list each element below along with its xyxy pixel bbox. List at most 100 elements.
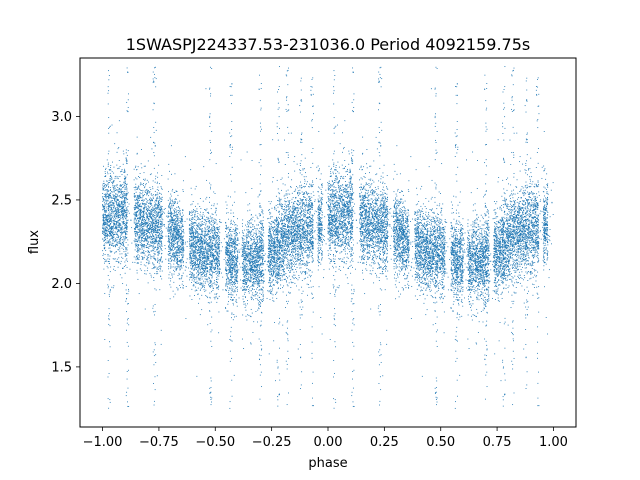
data-point [529, 231, 531, 233]
data-point [205, 221, 207, 223]
data-point [237, 272, 239, 274]
data-point [462, 240, 464, 241]
data-point [345, 238, 347, 240]
data-point [494, 277, 496, 279]
data-point [348, 244, 350, 246]
data-point [366, 193, 368, 195]
data-point [416, 243, 418, 245]
data-point [350, 234, 352, 235]
data-point [286, 218, 288, 220]
data-point [134, 233, 136, 235]
data-point [317, 198, 319, 200]
data-point [247, 264, 249, 266]
data-point [156, 197, 158, 199]
data-point [212, 232, 214, 234]
data-point [410, 269, 412, 271]
data-point [302, 239, 304, 241]
data-point [137, 246, 139, 248]
data-point [426, 273, 428, 275]
data-point [359, 207, 361, 209]
data-point [214, 259, 216, 261]
data-point [121, 232, 123, 234]
data-point [294, 237, 295, 239]
data-point [198, 266, 200, 268]
data-point [533, 223, 534, 225]
data-point [231, 299, 233, 300]
data-point [271, 263, 273, 264]
data-point [401, 262, 403, 264]
data-point [202, 282, 204, 284]
data-point [145, 233, 147, 234]
data-point [427, 258, 429, 260]
data-point [191, 254, 193, 256]
data-point [488, 287, 490, 289]
data-point [502, 204, 504, 205]
data-point [273, 252, 275, 254]
data-point [479, 260, 481, 262]
data-point [329, 208, 331, 210]
data-point [300, 243, 302, 245]
data-point [190, 244, 192, 246]
data-point [418, 265, 420, 267]
data-point [349, 190, 351, 192]
data-point [200, 239, 202, 241]
data-point [330, 242, 332, 244]
data-point [494, 353, 496, 355]
data-point [417, 273, 419, 275]
data-point [203, 289, 205, 291]
data-point [493, 236, 495, 238]
data-point [345, 245, 347, 247]
data-point [301, 229, 303, 231]
data-point [363, 186, 365, 188]
data-point [280, 205, 282, 207]
data-point [522, 233, 524, 235]
data-point [495, 245, 497, 247]
data-point [469, 268, 471, 270]
data-point [190, 273, 192, 275]
data-point [171, 260, 172, 262]
data-point [119, 201, 120, 203]
data-point [364, 213, 366, 215]
data-point [428, 166, 430, 168]
data-point [138, 209, 140, 211]
data-point [481, 272, 483, 274]
data-point [421, 227, 423, 229]
data-point [114, 241, 116, 243]
data-point [152, 225, 153, 227]
data-point [125, 250, 127, 252]
data-point [138, 228, 140, 230]
data-point [150, 228, 152, 230]
data-point [296, 163, 298, 165]
data-point [494, 222, 496, 224]
data-point [390, 258, 392, 260]
data-point [508, 234, 509, 236]
data-point [287, 238, 289, 240]
data-point [428, 264, 430, 266]
data-point [186, 241, 188, 243]
data-point [362, 246, 364, 248]
data-point [504, 250, 506, 252]
data-point [154, 250, 156, 252]
data-point [273, 272, 275, 274]
data-point [254, 241, 255, 243]
data-point [341, 223, 343, 225]
data-point [523, 348, 525, 350]
data-point [459, 252, 461, 254]
data-point [253, 237, 255, 238]
data-point [543, 170, 545, 172]
data-point [484, 221, 486, 223]
data-point [417, 258, 419, 260]
data-point [201, 258, 203, 260]
data-point [337, 230, 339, 232]
data-point [253, 295, 254, 297]
data-point [427, 248, 428, 250]
data-point [207, 324, 209, 326]
data-point [200, 274, 202, 276]
data-point [145, 212, 147, 214]
data-point [279, 317, 280, 319]
data-point [109, 206, 111, 208]
data-point [340, 226, 342, 228]
data-point [172, 213, 174, 215]
data-point [479, 261, 481, 263]
data-point [427, 282, 429, 284]
